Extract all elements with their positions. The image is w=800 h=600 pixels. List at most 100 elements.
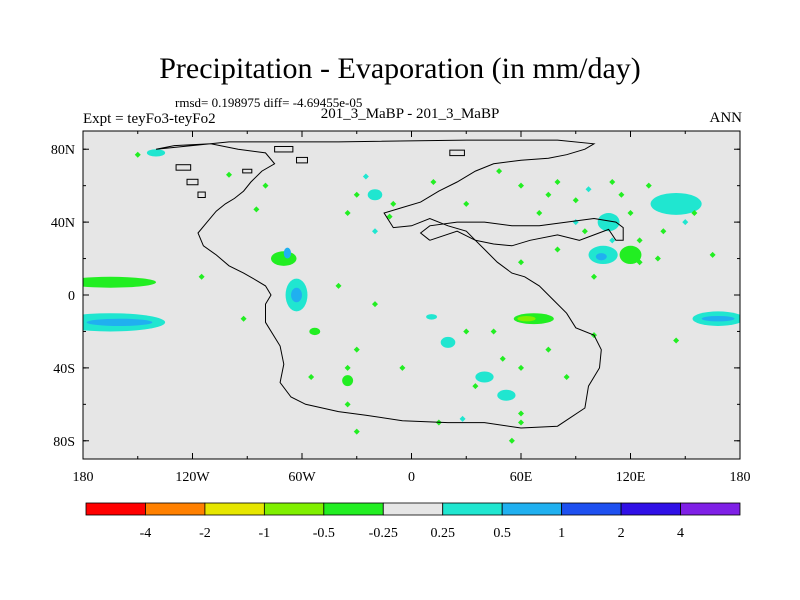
anomaly-speckle — [386, 213, 393, 220]
colorbar-label: 1 — [558, 526, 565, 541]
anomaly-speckle — [554, 246, 561, 253]
anomaly-contour — [86, 318, 153, 326]
anomaly-speckle — [353, 428, 360, 435]
colorbar-swatch — [382, 502, 444, 516]
island-outline — [197, 191, 206, 199]
anomaly-contour — [650, 192, 702, 215]
anomaly-contour — [291, 287, 302, 303]
anomaly-speckle — [463, 200, 470, 207]
anomaly-speckle — [508, 437, 515, 444]
anomaly-contour — [701, 315, 735, 322]
case-label: 201_3_MaBP - 201_3_MaBP — [320, 106, 500, 122]
colorbar-label: 4 — [677, 526, 684, 541]
anomaly-speckle — [636, 259, 643, 266]
anomaly-contour — [83, 276, 156, 288]
anomaly-contour — [367, 189, 383, 201]
anomaly-speckle — [353, 346, 360, 353]
anomaly-speckle — [134, 151, 141, 158]
anomaly-speckle — [518, 182, 524, 189]
x-tick-label: 60E — [510, 470, 533, 485]
anomaly-speckle — [372, 301, 378, 308]
anomaly-speckle — [673, 337, 680, 344]
anomaly-contour — [619, 245, 642, 265]
anomaly-speckle — [459, 415, 466, 422]
anomaly-contour — [475, 371, 494, 383]
y-tick-label: 40S — [53, 362, 75, 377]
anomaly-speckle — [554, 179, 561, 186]
anomaly-speckle — [618, 191, 625, 198]
anomaly-speckle — [591, 273, 597, 280]
anomaly-speckle — [518, 259, 524, 266]
anomaly-speckle — [691, 210, 698, 216]
island-outline — [274, 145, 294, 153]
anomaly-speckle — [262, 182, 269, 189]
anomaly-speckle — [372, 228, 378, 235]
colorbar-label: -0.25 — [369, 526, 398, 541]
anomaly-contour — [309, 327, 321, 336]
anomaly-speckle — [253, 206, 260, 213]
inland-sea-outline — [419, 217, 624, 247]
anomaly-contour — [597, 213, 620, 232]
colorbar-swatch — [85, 502, 146, 516]
anomaly-contour — [440, 336, 456, 348]
coastline — [155, 139, 602, 429]
anomaly-speckle — [399, 364, 406, 371]
anomaly-speckle — [344, 210, 351, 216]
island-outline — [175, 164, 192, 171]
anomaly-speckle — [463, 328, 470, 335]
experiment-label: Expt = teyFo3-teyFo2 — [83, 111, 216, 127]
anomaly-speckle — [581, 228, 588, 235]
anomaly-speckle — [518, 364, 524, 371]
colorbar-label: 0.5 — [493, 526, 511, 541]
colorbar-swatch — [323, 502, 384, 516]
colorbar-label: 0.25 — [430, 526, 455, 541]
island-outline — [449, 149, 465, 157]
anomaly-speckle — [240, 315, 247, 322]
colorbar-label: -2 — [199, 526, 211, 541]
anomaly-speckle — [682, 219, 689, 226]
anomaly-speckle — [609, 237, 616, 244]
anomaly-speckle — [563, 374, 570, 380]
island-outline — [186, 178, 199, 186]
island-outline — [242, 168, 253, 174]
anomaly-speckle — [627, 210, 634, 216]
anomaly-speckle — [660, 228, 667, 235]
anomaly-speckle — [518, 419, 524, 426]
colorbar-swatch — [620, 502, 681, 516]
anomaly-speckle — [645, 182, 652, 189]
anomaly-speckle — [709, 251, 716, 258]
island-outline — [296, 156, 308, 164]
y-tick-label: 80N — [51, 143, 75, 158]
anomaly-speckle — [585, 186, 592, 193]
y-tick-label: 40N — [51, 216, 75, 231]
x-tick-label: 60W — [288, 470, 316, 485]
anomaly-speckle — [545, 191, 552, 198]
map-background — [83, 131, 740, 459]
anomaly-speckle — [430, 179, 437, 186]
anomaly-contour — [146, 149, 166, 157]
colorbar-swatch — [442, 502, 503, 516]
anomaly-speckle — [353, 191, 360, 198]
anomaly-speckle — [308, 374, 315, 380]
colorbar-label: 2 — [618, 526, 625, 541]
colorbar-swatch — [501, 502, 563, 516]
colorbar-label: -4 — [140, 526, 152, 541]
colorbar-swatch — [263, 502, 325, 516]
anomaly-contour — [342, 375, 354, 387]
colorbar-swatch — [145, 502, 206, 516]
anomaly-speckle — [390, 200, 397, 207]
anomaly-speckle — [572, 197, 579, 204]
x-tick-label: 120E — [616, 470, 646, 485]
anomaly-speckle — [545, 346, 552, 353]
x-tick-label: 0 — [408, 470, 415, 485]
colorbar-swatch — [561, 502, 622, 516]
anomaly-speckle — [335, 282, 342, 289]
anomaly-contour — [595, 253, 607, 261]
season-label: ANN — [709, 110, 743, 126]
chart-title: Precipitation - Evaporation (in mm/day) — [159, 52, 641, 85]
anomaly-speckle — [362, 173, 369, 180]
x-tick-label: 180 — [730, 470, 751, 485]
y-tick-label: 0 — [68, 289, 75, 304]
anomaly-speckle — [636, 237, 643, 244]
